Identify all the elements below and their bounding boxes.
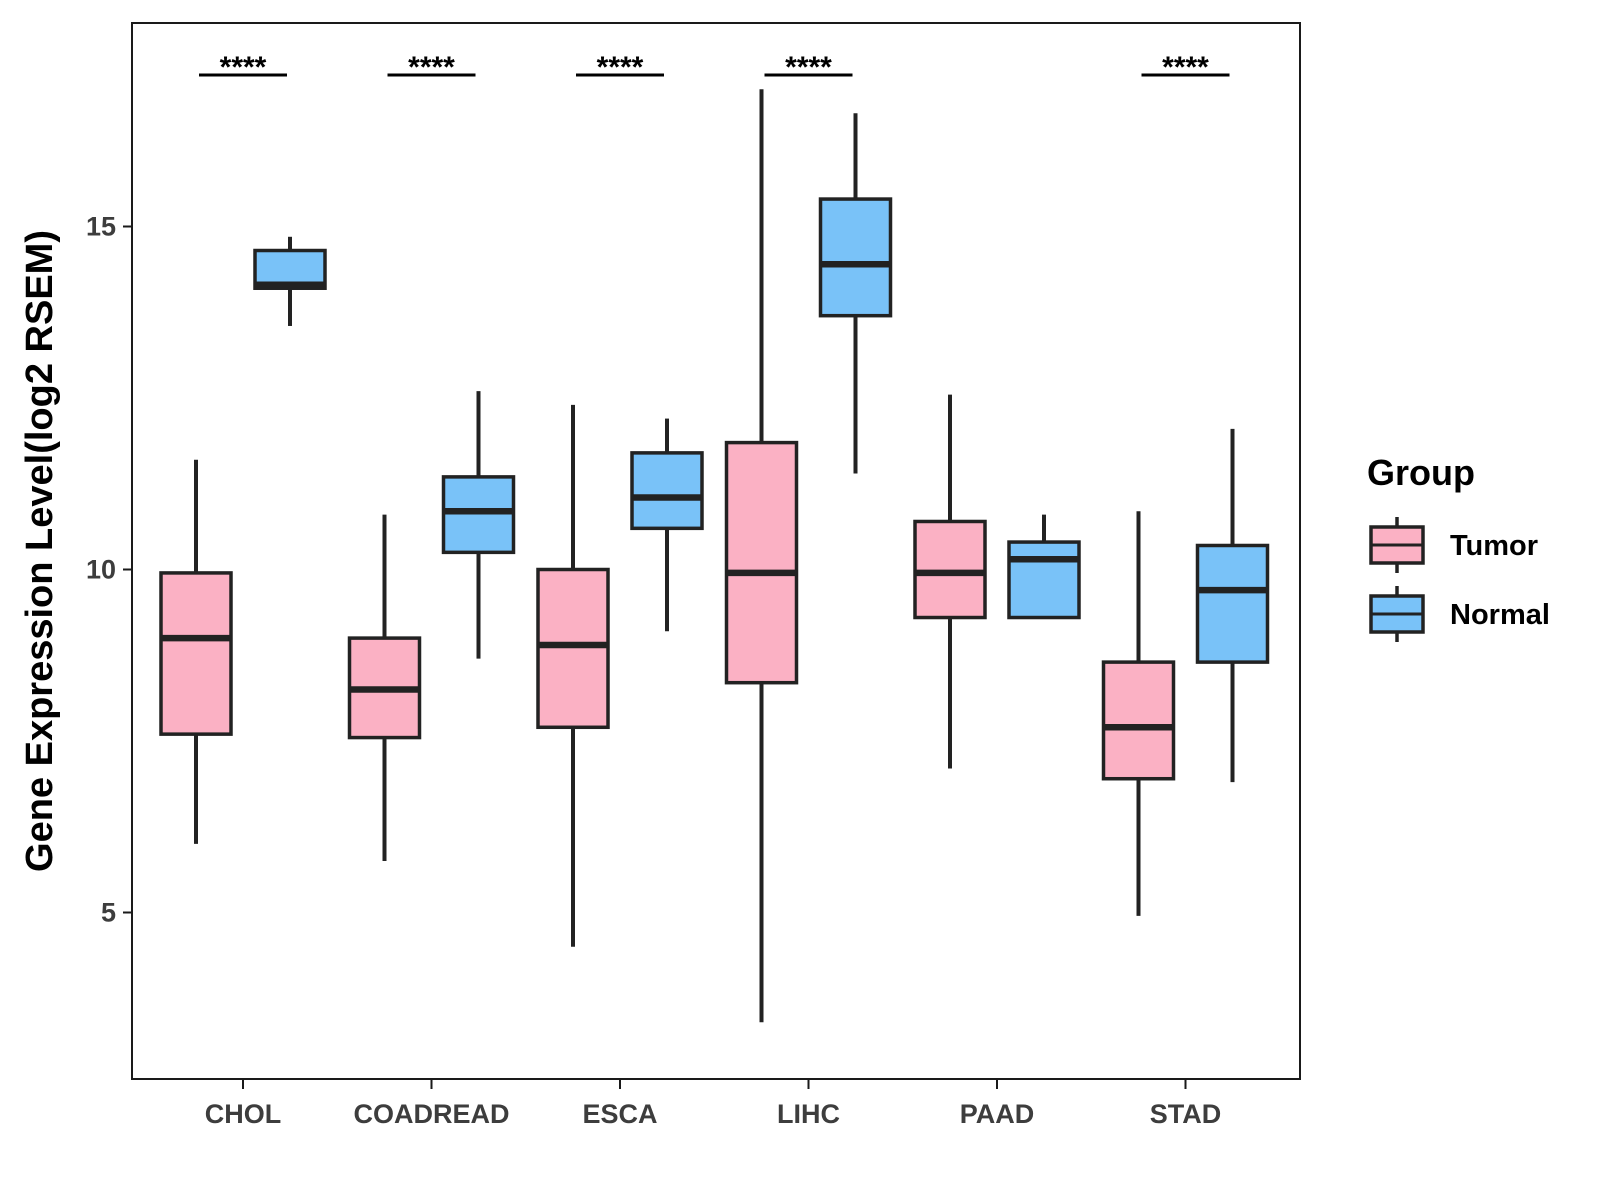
box-iqr	[441, 475, 516, 555]
x-tick-label: COADREAD	[353, 1099, 509, 1129]
significance-label: ****	[597, 51, 644, 84]
y-tick-label: 10	[86, 555, 116, 585]
x-axis: CHOL COADREAD ESCA LIHC PAAD STAD	[205, 1079, 1222, 1129]
box-iqr	[818, 197, 893, 318]
box-iqr	[159, 571, 233, 736]
plot-panel	[131, 22, 1301, 1080]
x-tick-label: STAD	[1150, 1099, 1222, 1129]
x-tick-label: PAAD	[960, 1099, 1035, 1129]
legend: Group Tumor Normal	[1367, 452, 1550, 642]
y-tick-label: 15	[86, 212, 116, 242]
legend-item-normal: Normal	[1369, 586, 1550, 642]
legend-label: Normal	[1450, 599, 1550, 631]
box-normal-esca	[630, 418, 704, 632]
box-iqr	[1195, 543, 1270, 664]
legend-title: Group	[1367, 452, 1475, 493]
y-axis-title: Gene Expression Level(log2 RSEM)	[19, 230, 61, 872]
box-tumor-coadread	[347, 514, 422, 862]
x-tick-label: LIHC	[777, 1099, 840, 1129]
box-iqr	[536, 567, 610, 730]
box-tumor-paad	[913, 394, 987, 769]
box-normal-stad	[1195, 428, 1270, 783]
box-tumor-chol	[159, 459, 233, 844]
legend-label: Tumor	[1450, 530, 1538, 562]
significance-label: ****	[220, 51, 267, 84]
x-tick-label: CHOL	[205, 1099, 282, 1129]
box-iqr	[1101, 660, 1176, 781]
box-normal-paad	[1007, 514, 1081, 620]
y-axis: 5 10 15	[86, 212, 132, 928]
box-iqr	[1007, 540, 1081, 620]
significance-label: ****	[408, 51, 455, 84]
significance-annotations: **** **** **** **** ****	[199, 51, 1230, 84]
box-iqr	[913, 519, 987, 620]
x-tick-label: ESCA	[582, 1099, 657, 1129]
box-normal-coadread	[441, 391, 516, 659]
y-tick-label: 5	[101, 898, 116, 928]
box-tumor-lihc	[724, 89, 799, 1023]
legend-item-tumor: Tumor	[1369, 517, 1538, 573]
significance-label: ****	[785, 51, 832, 84]
significance-label: ****	[1162, 51, 1209, 84]
box-normal-chol	[253, 236, 327, 326]
box-normal-lihc	[818, 113, 893, 474]
box-iqr	[724, 440, 799, 685]
box-series	[159, 89, 1270, 1023]
box-tumor-stad	[1101, 511, 1176, 916]
box-iqr	[630, 451, 704, 531]
box-tumor-esca	[536, 404, 610, 947]
